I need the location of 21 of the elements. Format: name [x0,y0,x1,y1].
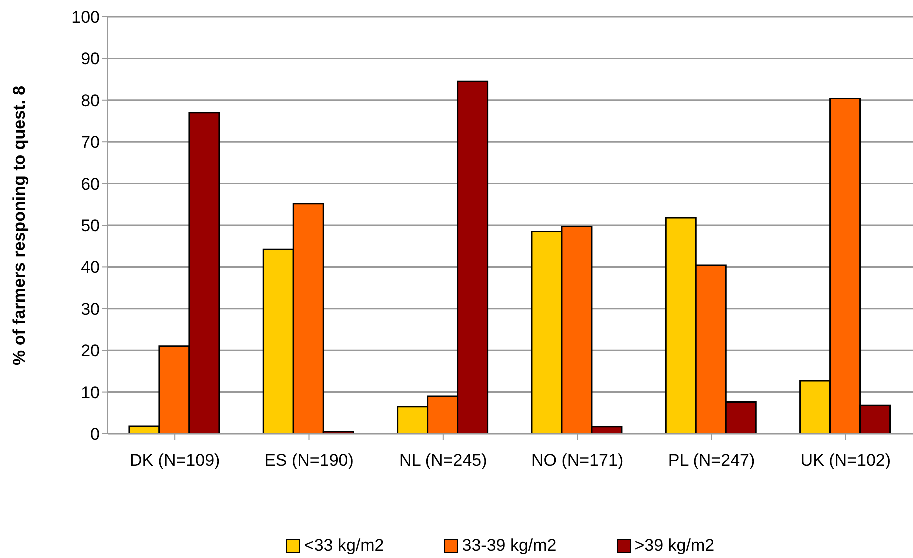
x-tick-label: PL (N=247) [668,451,756,470]
y-tick-label: 70 [81,133,100,152]
x-tick-label: DK (N=109) [130,451,220,470]
y-tick-label: 30 [81,300,100,319]
y-tick-label: 0 [90,425,100,444]
legend-label: 33-39 kg/m2 [461,536,557,556]
x-tick-label: NL (N=245) [400,451,488,470]
y-tick-label: 100 [72,8,100,28]
x-tick-label: NO (N=171) [532,451,624,470]
y-axis-title: % of farmers responing to quest. 8 [10,86,30,366]
y-tick-label: 50 [81,216,100,236]
legend-label: <33 kg/m2 [303,536,384,556]
y-tick-label: 40 [81,258,100,278]
y-tick-label: 90 [81,50,100,69]
x-tick-label: UK (N=102) [800,451,892,470]
y-tick-label: 80 [81,91,100,110]
y-tick-label: 20 [81,342,100,361]
y-tick-label: 60 [81,174,100,194]
y-tick-label: 10 [81,383,100,402]
legend-label: >39 kg/m2 [634,536,715,556]
x-tick-label: ES (N=190) [264,451,354,470]
